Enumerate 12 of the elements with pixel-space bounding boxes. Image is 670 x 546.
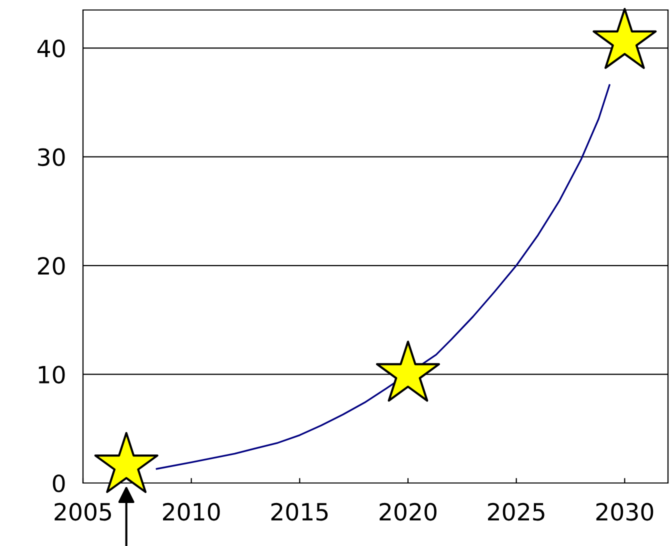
x-tick-label: 2025 xyxy=(488,502,544,521)
y-tick-label: 0 xyxy=(52,474,65,492)
x-tick-label: 2010 xyxy=(163,502,220,521)
y-tick-label: 30 xyxy=(38,148,65,166)
x-tick-label: 2005 xyxy=(54,502,111,521)
y-tick-label: 10 xyxy=(38,366,65,384)
y-tick-label: 20 xyxy=(38,256,65,275)
y-tick-label: 40 xyxy=(37,40,65,58)
x-tick-label: 2015 xyxy=(271,502,328,521)
x-tick-label: 2020 xyxy=(380,502,436,521)
x-tick-label: 2030 xyxy=(596,502,654,521)
line-series xyxy=(156,84,610,470)
